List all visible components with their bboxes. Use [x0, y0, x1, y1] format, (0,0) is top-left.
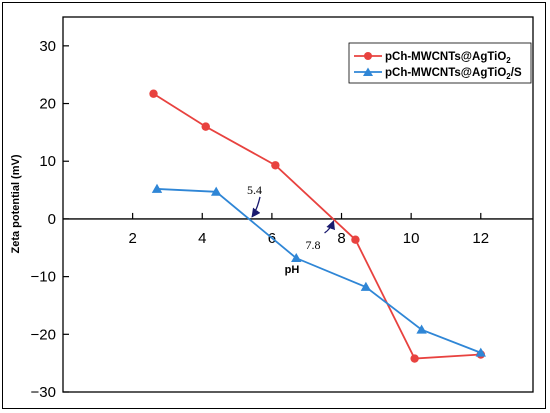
- series-1-point: [351, 235, 360, 244]
- x-tick-label: 2: [128, 230, 136, 247]
- series-2-point: [151, 183, 163, 193]
- y-tick-label: 0: [48, 211, 56, 228]
- annotation-arrow-5-4: [251, 196, 261, 218]
- annotation-arrow-7-8: [324, 220, 335, 234]
- x-tick-label: 10: [403, 230, 420, 247]
- y-axis-title: Zeta potential (mV): [10, 154, 22, 253]
- series-1-line: [153, 92, 481, 360]
- series-2-line: [156, 188, 482, 354]
- annotation-label-7-8: 7.8: [306, 238, 321, 252]
- legend-marker-series-1: [364, 52, 372, 60]
- legend-label-series-2-main: pCh-MWCNTs@AgTiO: [385, 67, 506, 79]
- series-2-point: [416, 324, 427, 334]
- y-axis-ticks: 30 20 10 0 −10 −20 −30: [31, 38, 69, 401]
- plot-area: [62, 16, 534, 393]
- legend-label-series-2-suffix: /S: [511, 67, 522, 79]
- y-tick-label: −20: [31, 326, 56, 343]
- series-2-point: [291, 252, 302, 263]
- series-2: [151, 183, 486, 357]
- y-tick-label: 10: [39, 153, 56, 170]
- x-axis-title: pH: [285, 264, 300, 276]
- series-1-point: [149, 89, 158, 98]
- series-layer: [149, 89, 486, 363]
- legend-marker-series-2: [363, 67, 373, 76]
- x-tick-label: 4: [198, 230, 206, 247]
- annotation-layer: 5.4 7.8: [247, 183, 335, 252]
- annotation-label-5-4: 5.4: [247, 183, 262, 197]
- x-tick-label: 8: [337, 230, 345, 247]
- series-1-point: [410, 354, 419, 363]
- series-2-point: [360, 281, 372, 291]
- legend-label-series-1: pCh-MWCNTs@AgTiO2: [385, 51, 511, 65]
- series-1-point: [201, 122, 210, 131]
- legend-box: [348, 42, 532, 84]
- x-axis-zero-line: 2 4 6 8 10 12: [63, 212, 533, 247]
- legend: pCh-MWCNTs@AgTiO2 pCh-MWCNTs@AgTiO2/S: [348, 42, 532, 84]
- legend-label-series-2-sub: 2: [506, 72, 511, 81]
- x-tick-label: 12: [472, 230, 489, 247]
- series-2-point: [210, 186, 222, 196]
- series-2-point: [475, 347, 486, 357]
- chart-frame: [2, 2, 546, 409]
- y-tick-label: 30: [39, 38, 56, 55]
- legend-label-series-1-main: pCh-MWCNTs@AgTiO: [385, 51, 506, 63]
- legend-label-series-1-sub: 2: [506, 56, 511, 65]
- legend-label-series-2: pCh-MWCNTs@AgTiO2/S: [385, 67, 522, 81]
- y-tick-label: 20: [39, 96, 56, 113]
- series-1: [149, 89, 485, 363]
- y-tick-label: −30: [31, 384, 56, 401]
- series-1-point: [271, 161, 280, 170]
- y-tick-label: −10: [31, 269, 56, 286]
